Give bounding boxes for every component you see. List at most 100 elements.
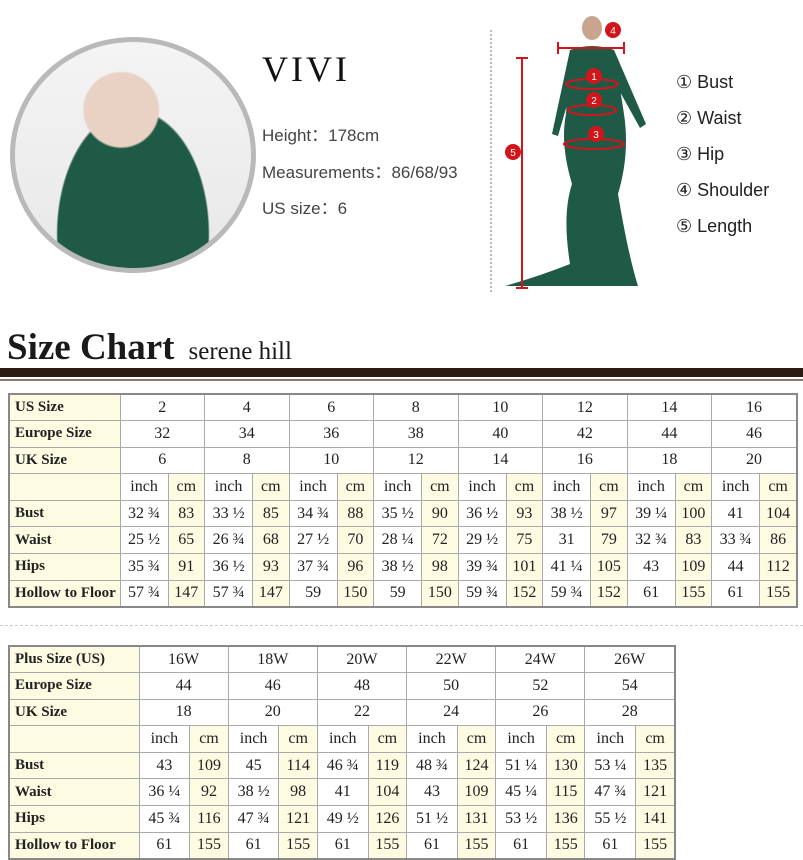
cm-value: 150: [421, 579, 459, 608]
unit-cm: cm: [759, 473, 798, 501]
size-cell: 16W: [138, 645, 229, 674]
unit-cm: cm: [545, 725, 586, 753]
inch-value: 25 ½: [119, 526, 169, 555]
size-cell: 18: [138, 698, 229, 727]
inch-value: 55 ½: [584, 805, 637, 833]
unit-cm: cm: [278, 725, 318, 753]
legend-bust: ① Bust: [676, 72, 734, 92]
size-cell: 14: [626, 393, 713, 422]
size-cell: 6: [288, 393, 375, 422]
unit-inch: inch: [406, 725, 458, 753]
inch-value: 61: [495, 831, 547, 860]
size-cell: 34: [204, 420, 290, 448]
cm-value: 155: [278, 831, 318, 860]
cm-value: 136: [545, 805, 586, 833]
unit-inch: inch: [542, 473, 592, 501]
dress-measurement-diagram: 1 2 3 4 5: [505, 16, 646, 289]
row-label: Hips: [8, 553, 121, 581]
height-label: Height：: [262, 126, 329, 145]
us-size-label: US size：: [262, 199, 338, 218]
standard-size-table: US Size 2 4 6 8 10 12 14 16 Europe Size 32 34 36 38 40…: [8, 393, 798, 608]
inch-value: 61: [406, 831, 458, 860]
size-row: UK Size 18 20 22 24 26 28: [8, 698, 676, 727]
model-us-size: US size：6: [262, 194, 347, 219]
cm-value: 152: [505, 579, 544, 608]
inch-value: 61: [626, 579, 676, 608]
size-cell: 24W: [495, 645, 586, 674]
cm-value: 130: [545, 751, 586, 780]
cm-value: 93: [252, 553, 290, 581]
row-label: Europe Size: [8, 672, 140, 700]
cm-value: 90: [421, 499, 459, 528]
unit-inch: inch: [138, 725, 191, 753]
cm-value: 131: [456, 805, 497, 833]
row-label: Waist: [8, 526, 121, 555]
brand-name: serene hill: [188, 338, 292, 365]
cm-value: 104: [367, 778, 408, 807]
cm-value: 104: [759, 499, 798, 528]
title-text: Size Chart: [7, 327, 175, 368]
unit-cm: cm: [252, 473, 290, 501]
inch-value: 39 ¼: [626, 499, 676, 528]
cm-value: 75: [505, 526, 544, 555]
size-cell: 10: [457, 393, 544, 422]
inch-value: 51 ¼: [495, 751, 547, 780]
unit-inch: inch: [119, 473, 169, 501]
model-height: Height：178cm: [262, 121, 379, 146]
inch-value: 37 ¾: [288, 553, 338, 581]
inch-value: 51 ½: [406, 805, 458, 833]
size-cell: 54: [584, 672, 676, 700]
inch-value: 61: [316, 831, 369, 860]
plus-size-table: Plus Size (US) 16W 18W 20W 22W 24W 26W Europe S…: [8, 645, 676, 860]
cm-value: 93: [505, 499, 544, 528]
cm-value: 109: [674, 553, 713, 581]
inch-value: 26 ¾: [204, 526, 254, 555]
inch-value: 27 ½: [288, 526, 338, 555]
size-cell: 20W: [316, 645, 408, 674]
measurements-label: Measurements：: [262, 163, 392, 182]
inch-value: 29 ½: [457, 526, 507, 555]
cm-value: 155: [367, 831, 408, 860]
inch-value: 61: [227, 831, 280, 860]
row-label: Hollow to Floor: [8, 831, 140, 860]
row-label: UK Size: [8, 698, 140, 727]
cm-value: 86: [759, 526, 798, 555]
inch-value: 43: [138, 751, 191, 780]
inch-value: 47 ¾: [227, 805, 280, 833]
cm-value: 155: [674, 579, 713, 608]
row-label: Plus Size (US): [8, 645, 140, 674]
unit-cm: cm: [590, 473, 628, 501]
inch-value: 34 ¾: [288, 499, 338, 528]
cm-value: 92: [189, 778, 229, 807]
unit-row: inch cm inch cm inch cm inch cm inch cm inch cm: [8, 725, 676, 753]
cm-value: 88: [336, 499, 375, 528]
size-cell: 52: [495, 672, 586, 700]
measure-row: Hollow to Floor 61 155 61 155 61 155 61 155 61 155…: [8, 831, 676, 860]
size-cell: 18: [626, 446, 713, 475]
unit-cm: cm: [505, 473, 544, 501]
cm-value: 65: [167, 526, 206, 555]
cm-value: 96: [336, 553, 375, 581]
unit-cm: cm: [674, 473, 713, 501]
inch-value: 59 ¾: [542, 579, 592, 608]
cm-value: 126: [367, 805, 408, 833]
inch-value: 57 ¾: [119, 579, 169, 608]
size-cell: 20: [227, 698, 318, 727]
unit-cm: cm: [421, 473, 459, 501]
legend-length: ⑤ Length: [676, 216, 753, 236]
size-cell: 16: [542, 446, 628, 475]
cm-value: 150: [336, 579, 375, 608]
size-cell: 10: [288, 446, 375, 475]
inch-value: 45: [227, 751, 280, 780]
cm-value: 121: [635, 778, 676, 807]
cm-value: 70: [336, 526, 375, 555]
size-cell: 22: [316, 698, 408, 727]
inch-value: 47 ¾: [584, 778, 637, 807]
unit-inch: inch: [495, 725, 547, 753]
cm-value: 155: [759, 579, 798, 608]
size-cell: 42: [542, 420, 628, 448]
unit-cm: cm: [456, 725, 497, 753]
row-label: Bust: [8, 499, 121, 528]
inch-value: 49 ½: [316, 805, 369, 833]
